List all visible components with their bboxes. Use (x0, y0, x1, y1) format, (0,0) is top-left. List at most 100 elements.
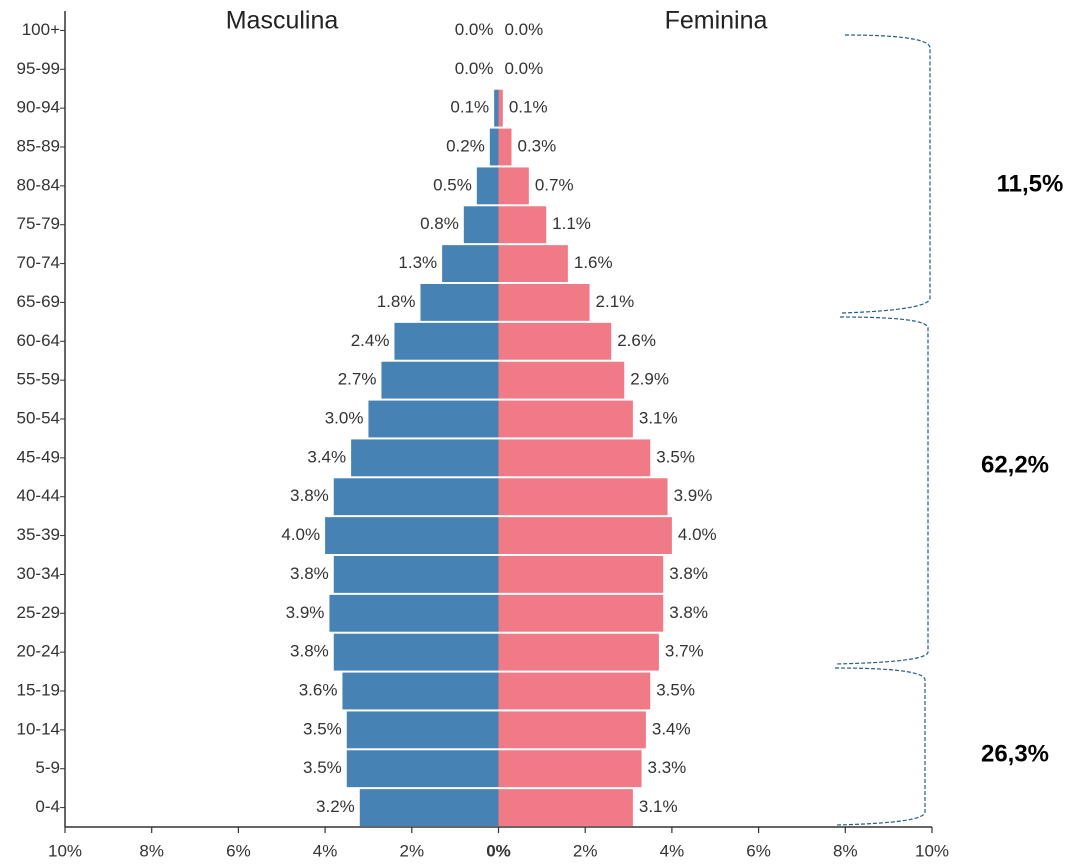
bracket (834, 316, 929, 665)
y-tick-label: 15-19 (17, 680, 60, 699)
y-tick-label: 25-29 (17, 603, 60, 622)
y-tick-label: 10-14 (17, 719, 60, 738)
y-tick-label: 0-4 (35, 797, 60, 816)
x-tick-label: 6% (226, 841, 251, 860)
x-tick-label: 0% (486, 841, 511, 860)
x-tick-label: 4% (313, 841, 338, 860)
data-label: 3.1% (639, 408, 678, 427)
y-tick-label: 5-9 (35, 758, 60, 777)
data-label: 2.1% (596, 292, 635, 311)
data-label: 3.0% (325, 408, 364, 427)
bracket (841, 34, 931, 314)
bar (498, 245, 568, 282)
bar (498, 556, 664, 593)
data-label: 0.5% (433, 175, 472, 194)
bar (498, 284, 590, 321)
bar (498, 400, 633, 438)
bar (498, 594, 664, 632)
data-label: 0.7% (535, 175, 574, 194)
data-label: 0.8% (420, 214, 459, 233)
bar (394, 322, 499, 360)
data-label: 3.9% (286, 603, 325, 622)
data-label: 0.1% (450, 98, 489, 117)
data-label: 3.4% (307, 447, 346, 466)
data-label: 3.5% (656, 447, 695, 466)
x-tick-label: 8% (833, 841, 858, 860)
bar (442, 245, 499, 282)
y-tick-label: 45-49 (17, 447, 60, 466)
data-label: 0.0% (505, 20, 544, 39)
data-label: 2.9% (630, 370, 669, 389)
y-tick-label: 65-69 (17, 292, 60, 311)
bar (359, 789, 499, 826)
y-tick-label: 35-39 (17, 525, 60, 544)
bar (489, 128, 499, 166)
bar (498, 633, 659, 671)
data-label: 4.0% (281, 525, 320, 544)
bar (498, 750, 642, 788)
x-tick-label: 4% (660, 841, 685, 860)
data-label: 0.1% (509, 98, 548, 117)
bar (498, 439, 651, 477)
bar (342, 672, 499, 710)
y-tick-label: 60-64 (17, 331, 60, 350)
bar (498, 128, 512, 166)
y-tick-label: 80-84 (17, 175, 60, 194)
y-tick-label: 55-59 (17, 370, 60, 389)
y-tick-label: 70-74 (17, 253, 60, 272)
data-label: 3.4% (652, 719, 691, 738)
data-label: 3.6% (299, 680, 338, 699)
bar (494, 89, 499, 127)
bar (381, 361, 499, 399)
bar (476, 167, 499, 205)
bar (346, 711, 499, 749)
bar (333, 556, 499, 593)
bar (498, 89, 503, 127)
bar (329, 594, 499, 632)
data-label: 3.3% (648, 758, 687, 777)
data-label: 1.6% (574, 253, 613, 272)
data-label: 3.7% (665, 642, 704, 661)
data-label: 0.3% (518, 136, 557, 155)
y-tick-label: 30-34 (17, 564, 60, 583)
bar (420, 284, 499, 321)
bar (351, 439, 499, 477)
data-label: 3.5% (656, 680, 695, 699)
data-label: 2.6% (617, 331, 656, 350)
bar (368, 400, 499, 438)
x-tick-label: 6% (746, 841, 771, 860)
data-label: 2.7% (338, 370, 377, 389)
data-label: 3.8% (290, 486, 329, 505)
data-label: 0.0% (455, 20, 494, 39)
y-tick-label: 85-89 (17, 136, 60, 155)
bar (498, 361, 625, 399)
bar (463, 206, 499, 244)
data-label: 2.4% (351, 331, 390, 350)
y-tick-label: 90-94 (17, 98, 60, 117)
bar (333, 478, 499, 516)
data-label: 3.1% (639, 797, 678, 816)
x-tick-label: 8% (139, 841, 164, 860)
bar (325, 517, 499, 554)
data-label: 4.0% (678, 525, 717, 544)
data-label: 3.8% (290, 564, 329, 583)
annotation: 62,2% (981, 451, 1049, 478)
y-tick-label: 40-44 (17, 486, 60, 505)
annotation: 11,5% (997, 170, 1064, 197)
y-tick-label: 20-24 (17, 642, 60, 661)
bar (498, 711, 646, 749)
data-label: 3.9% (674, 486, 713, 505)
bar (498, 789, 633, 826)
bar (346, 750, 499, 788)
data-label: 0.0% (505, 59, 544, 78)
bar (498, 517, 672, 554)
data-label: 3.8% (290, 642, 329, 661)
data-label: 1.1% (552, 214, 591, 233)
y-tick-label: 95-99 (17, 59, 60, 78)
bar (333, 633, 499, 671)
annotation: 26,3% (981, 740, 1049, 767)
bar (498, 167, 529, 205)
bar (498, 672, 651, 710)
